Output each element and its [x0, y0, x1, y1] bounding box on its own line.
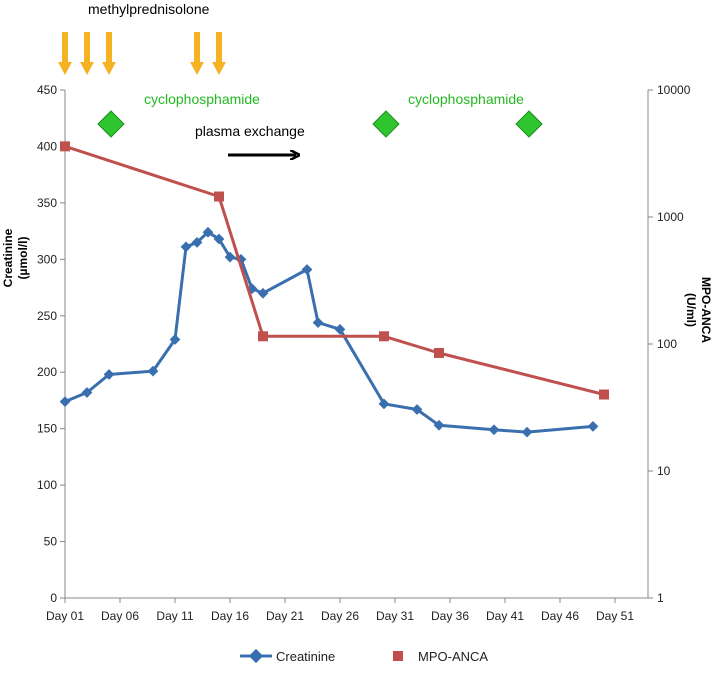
creatinine-point [301, 264, 313, 275]
mpo-anca-line [64, 144, 605, 396]
y-right-title-line2: (U/ml) [684, 293, 698, 327]
y-left-title-line1: Creatinine [1, 228, 15, 287]
y-right-tick-label: 100 [657, 337, 677, 351]
creatinine-point [202, 226, 214, 238]
legend-creatinine-label: Creatinine [276, 649, 335, 664]
cyclophosphamide-label-1: cyclophosphamide [144, 91, 260, 107]
creatinine-point [587, 421, 599, 432]
creatinine-point [411, 404, 423, 415]
y-right-tick-label: 10 [657, 464, 671, 478]
mpo-anca-point [379, 331, 389, 342]
cyclophosphamide-marker [515, 110, 543, 138]
x-tick-label: Day 36 [431, 609, 469, 623]
methylprednisolone-arrow [80, 32, 94, 75]
legend-mpo-anca-marker [393, 651, 403, 661]
mpo-anca-point [258, 331, 268, 342]
x-tick-label: Day 46 [541, 609, 579, 623]
y-left-tick-label: 200 [37, 365, 57, 379]
creatinine-point [224, 251, 236, 263]
creatinine-point [312, 317, 324, 328]
creatinine-point [180, 241, 192, 253]
x-tick-label: Day 51 [596, 609, 634, 623]
cyclophosphamide-label-2: cyclophosphamide [408, 91, 524, 107]
x-tick-label: Day 11 [156, 609, 193, 623]
creatinine-line [64, 230, 594, 434]
cyclophosphamide-marker [372, 110, 400, 138]
creatinine-point [521, 426, 533, 438]
y-right-title-line1: MPO-ANCA [699, 277, 713, 343]
y-left-tick-label: 450 [37, 83, 57, 97]
legend-mpo-anca-label: MPO-ANCA [418, 649, 488, 664]
series-layer [59, 141, 609, 438]
x-tick-label: Day 01 [46, 609, 84, 623]
y-left-tick-label: 350 [37, 196, 57, 210]
methylprednisolone-arrow [58, 32, 72, 75]
creatinine-point [488, 424, 500, 436]
creatinine-point [147, 365, 159, 377]
mpo-anca-point [434, 347, 444, 358]
y-left-tick-label: 150 [37, 422, 57, 436]
y-right-tick-label: 10000 [657, 83, 691, 97]
cyclophosphamide-marker [97, 110, 125, 138]
y-left-title-line2: (µmol/l) [16, 237, 30, 280]
creatinine-point [378, 398, 390, 410]
x-tick-label: Day 16 [211, 609, 249, 623]
y-left-tick-label: 50 [44, 535, 58, 549]
x-tick-label: Day 26 [321, 609, 359, 623]
methylprednisolone-label: methylprednisolone [88, 1, 210, 17]
mpo-anca-point [60, 141, 70, 152]
y-right-tick-label: 1000 [657, 210, 684, 224]
y-left-tick-label: 100 [37, 478, 57, 492]
x-tick-label: Day 21 [266, 609, 304, 623]
methylprednisolone-arrow [190, 32, 204, 75]
legend: Creatinine MPO-ANCA [240, 648, 488, 664]
annotations [58, 32, 543, 138]
mpo-anca-point [214, 191, 224, 202]
creatinine-point [433, 419, 445, 431]
creatinine-point [103, 369, 115, 380]
creatinine-point [257, 287, 269, 299]
creatinine-point [59, 396, 71, 407]
y-left-tick-label: 250 [37, 309, 57, 323]
y-left-tick-label: 300 [37, 252, 57, 266]
methylprednisolone-arrow [102, 32, 116, 75]
y-right-tick-label: 1 [657, 591, 664, 605]
axes: 0 50 100 150 200 250 300 350 400 450 1 10 100 1000 100… [37, 83, 691, 623]
y-left-tick-label: 0 [50, 591, 57, 605]
methylprednisolone-arrow [212, 32, 226, 75]
legend-creatinine-marker [248, 648, 264, 664]
mpo-anca-point [599, 389, 609, 400]
creatinine-point [334, 323, 346, 335]
x-tick-label: Day 31 [376, 609, 414, 623]
x-tick-label: Day 06 [101, 609, 139, 623]
creatinine-point [191, 237, 203, 248]
x-tick-label: Day 41 [486, 609, 524, 623]
creatinine-point [213, 233, 225, 245]
y-left-tick-label: 400 [37, 139, 57, 153]
creatinine-point [169, 334, 181, 345]
plasma-exchange-label: plasma exchange [195, 123, 305, 139]
